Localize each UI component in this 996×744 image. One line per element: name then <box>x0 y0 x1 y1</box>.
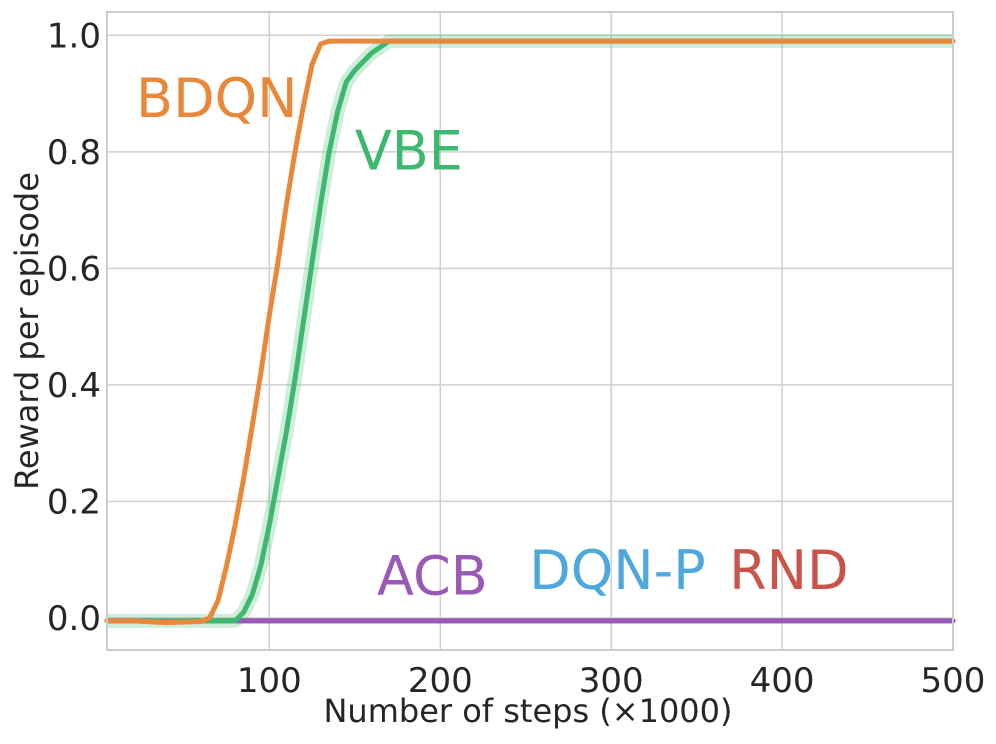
series-label-bdqn: BDQN <box>136 67 298 130</box>
y-tick-label: 0.4 <box>47 366 101 406</box>
x-tick-label: 400 <box>750 661 815 701</box>
x-tick-labels: 100 200 300 400 500 <box>237 661 986 701</box>
y-tick-label: 1.0 <box>47 16 101 56</box>
x-tick-label: 100 <box>237 661 302 701</box>
series-label-rnd: RND <box>729 539 849 602</box>
x-axis-label: Number of steps (×1000) <box>323 692 732 730</box>
series-label-dqn-p: DQN-P <box>529 539 706 602</box>
y-tick-label: 0.6 <box>47 249 101 289</box>
y-axis-label: Reward per episode <box>8 172 46 490</box>
series-line-vbe <box>104 38 956 624</box>
series-annotations: BDQN VBE ACB DQN-P RND <box>136 67 849 608</box>
y-tick-label: 0.0 <box>47 599 101 639</box>
y-tick-label: 0.8 <box>47 133 101 173</box>
x-tick-label: 500 <box>921 661 986 701</box>
x-tick-label: 200 <box>408 661 473 701</box>
series-lines <box>104 38 956 626</box>
plot-frame <box>106 11 954 651</box>
x-tick-label: 300 <box>579 661 644 701</box>
y-tick-label: 0.2 <box>47 482 101 522</box>
series-line-bdqn <box>104 38 956 626</box>
y-tick-labels: 0.0 0.2 0.4 0.6 0.8 1.0 <box>47 16 101 639</box>
series-label-acb: ACB <box>377 545 488 608</box>
series-label-vbe: VBE <box>355 119 463 182</box>
